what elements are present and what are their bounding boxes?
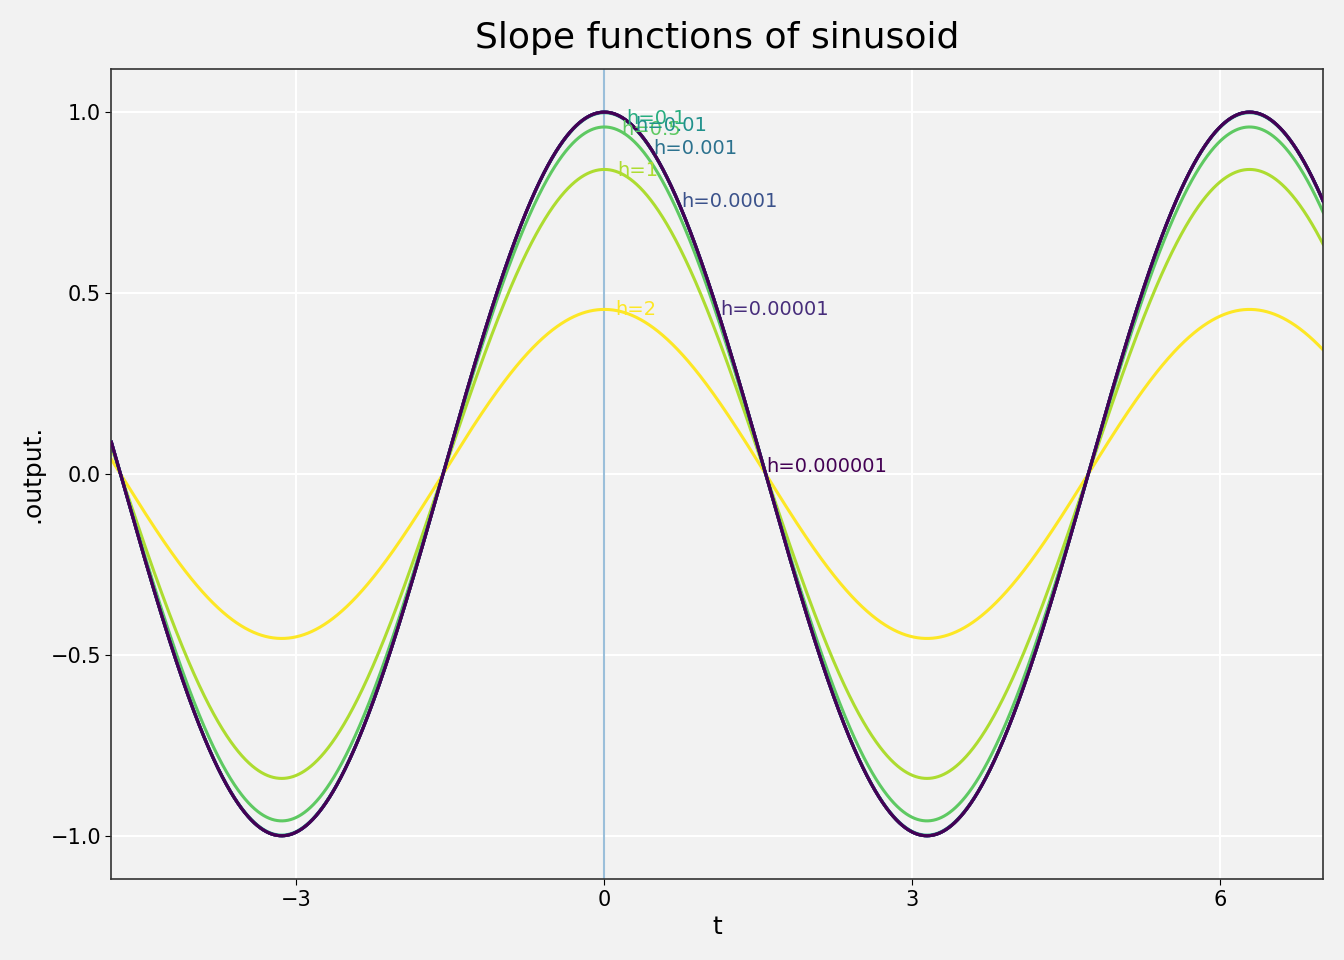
Y-axis label: .output.: .output. bbox=[22, 424, 44, 523]
Text: h=2: h=2 bbox=[616, 300, 657, 320]
Text: h=0.000001: h=0.000001 bbox=[766, 457, 887, 476]
X-axis label: t: t bbox=[712, 915, 722, 939]
Text: h=0.001: h=0.001 bbox=[653, 138, 738, 157]
Text: h=1: h=1 bbox=[618, 161, 659, 180]
Text: h=0.01: h=0.01 bbox=[636, 116, 707, 134]
Text: h=0.1: h=0.1 bbox=[626, 109, 685, 128]
Text: h=0.0001: h=0.0001 bbox=[681, 192, 778, 211]
Text: h=0.00001: h=0.00001 bbox=[720, 300, 829, 320]
Title: Slope functions of sinusoid: Slope functions of sinusoid bbox=[476, 21, 960, 55]
Text: h=0.5: h=0.5 bbox=[621, 120, 680, 139]
